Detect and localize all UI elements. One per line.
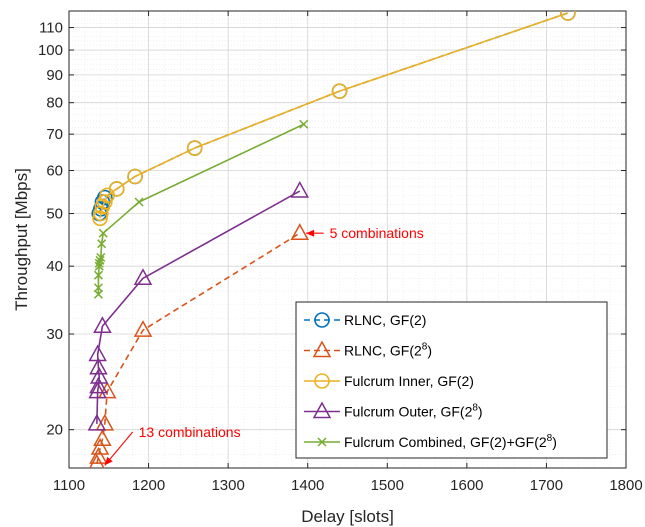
data-point [93,283,103,293]
data-point [89,447,108,464]
data-point [108,181,125,197]
data-point [98,228,108,238]
legend-label: Fulcrum Inner, GF(2) [344,373,474,389]
data-point [133,320,153,337]
legend-box [295,301,608,459]
legend-label-superscript: 8 [472,403,478,414]
data-point [90,438,110,455]
data-point [88,381,107,399]
annotation-arrowhead [104,456,113,466]
annotation-2: 13 combinations [104,424,241,466]
data-point [89,357,108,375]
annotation-label: 13 combinations [139,424,241,440]
legend-label-tail: ) [427,343,432,359]
legend-label-tail: ) [478,404,483,420]
annotation-arrowhead [306,229,315,237]
series-line [96,190,301,424]
y-tick-label: 100 [38,42,63,59]
y-tick-label: 50 [46,206,63,223]
legend-label-main: Fulcrum Outer, GF(2 [344,404,473,420]
legend-label-main: RLNC, GF(2 [344,343,422,359]
data-point [96,252,106,263]
data-point [290,223,310,240]
data-point [93,270,103,280]
legend-marker [312,340,332,358]
annotations: 5 combinations 13 combinations [104,225,424,466]
data-point [97,194,113,210]
series-2 [89,223,310,468]
data-point [290,181,310,198]
data-point [127,168,143,185]
legend-item-5: Fulcrum Combined, GF(2)+GF(28) [304,433,557,450]
legend-label-main: RLNC, GF(2) [344,312,426,328]
data-point [97,381,117,399]
annotation-1: 5 combinations [306,225,424,241]
x-tick-label: 1800 [609,477,642,494]
legend-label: Fulcrum Combined, GF(2)+GF(28) [344,433,557,450]
legend: RLNC, GF(2)RLNC, GF(28)Fulcrum Inner, GF… [295,301,608,459]
data-point [97,239,107,249]
data-point [93,429,112,447]
series-4 [87,181,310,431]
y-tick-label: 90 [46,67,63,84]
y-tick-label: 60 [46,163,63,180]
x-tick-label: 1100 [53,477,85,494]
series-line [99,12,569,219]
data-point [560,11,576,21]
legend-label-tail: ) [552,434,557,450]
legend-item-4: Fulcrum Outer, GF(28) [304,401,483,420]
data-point [92,210,108,227]
data-point [331,83,348,99]
x-tick-label: 1700 [530,477,563,494]
data-point [89,366,109,384]
data-point [93,316,112,334]
legend-label-superscript: 8 [547,433,553,444]
legend-label: RLNC, GF(28) [344,342,432,359]
axis-ticks: 1100 1200 1300 1400 1500 1600 1700 1800 20 30 40 50… [38,11,643,494]
x-tick-label: 1200 [132,477,165,494]
data-point [87,413,107,431]
data-point [133,268,153,286]
y-tick-label: 30 [46,326,63,343]
data-point [95,255,105,265]
x-tick-label: 1400 [291,477,324,494]
y-tick-label: 20 [46,422,63,439]
legend-item-3: Fulcrum Inner, GF(2) [304,373,474,389]
series-5 [93,119,309,299]
legend-label-superscript: 8 [422,342,428,353]
legend-marker [312,401,332,419]
y-tick-label: 80 [46,95,63,112]
series-3 [92,11,576,227]
x-tick-label: 1600 [450,477,483,494]
y-tick-label: 110 [39,20,63,37]
x-axis-title: Delay [slots] [301,507,394,526]
data-point [94,258,104,268]
legend-label-main: Fulcrum Inner, GF(2) [344,373,474,389]
series-group [87,11,576,468]
x-tick-label: 1300 [211,477,244,494]
data-point [93,205,109,222]
data-point [299,119,309,129]
legend-label-main: Fulcrum Combined, GF(2)+GF(2 [344,434,547,450]
plot-border [68,10,627,469]
x-tick-label: 1500 [371,477,404,494]
annotation-label: 5 combinations [330,225,424,241]
legend-marker [314,312,330,328]
legend-marker [314,373,330,389]
data-point [93,289,103,299]
legend-marker [317,437,327,447]
y-tick-label: 40 [46,258,63,275]
legend-label: Fulcrum Outer, GF(28) [344,403,483,420]
data-point [186,140,203,156]
data-point [97,189,113,206]
y-axis-title: Throughput [Mbps] [12,168,31,311]
y-tick-label: 70 [46,126,63,143]
data-point [134,197,144,207]
data-point [89,376,108,394]
legend-item-1: RLNC, GF(2) [304,312,426,328]
data-point [88,344,107,362]
legend-item-2: RLNC, GF(28) [304,340,432,359]
legend-label: RLNC, GF(2) [344,312,426,328]
